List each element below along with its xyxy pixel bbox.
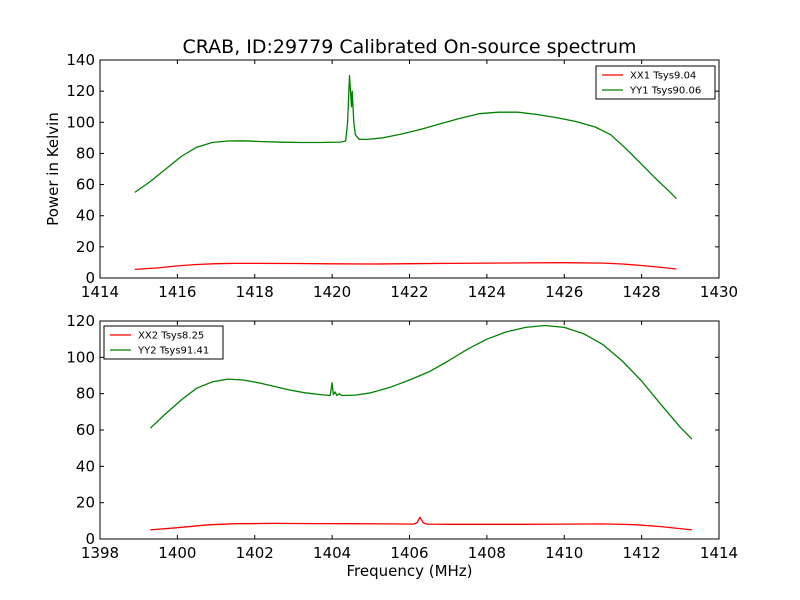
series-line-xx1	[134, 262, 677, 271]
y-tick-label: 120	[66, 82, 95, 100]
y-tick-label: 100	[66, 348, 95, 366]
x-tick-label: 1416	[158, 283, 196, 301]
x-tick-label: 1400	[158, 544, 196, 562]
y-tick-label: 80	[76, 144, 95, 162]
x-tick-label: 1398	[81, 544, 119, 562]
chart-panel-2: 1398 1400 1402 1404 1406 1408 1410 1412 1414 0 20 4…	[66, 312, 738, 580]
x-tick-label: 1414	[81, 283, 119, 301]
y-tick-label: 140	[66, 51, 95, 69]
y-tick-label: 0	[85, 530, 95, 548]
y-tick-label: 80	[76, 385, 95, 403]
legend: XX1 Tsys9.04 YY1 Tsys90.06	[595, 65, 716, 100]
x-tick-label: 1404	[313, 544, 351, 562]
x-tick-label: 1428	[623, 283, 661, 301]
chart-panel-1: 1414 1416 1418 1420 1422 1424 1426 1428 1430 0 20 4…	[44, 36, 738, 301]
x-tick-label: 1414	[700, 544, 738, 562]
x-tick-label: 1418	[236, 283, 274, 301]
y-tick-label: 60	[76, 421, 95, 439]
x-axis-label: Frequency (MHz)	[346, 562, 472, 580]
chart-title: CRAB, ID:29779 Calibrated On-source spec…	[182, 36, 636, 58]
y-tick-label: 20	[76, 238, 95, 256]
legend-box	[103, 325, 224, 360]
x-tick-label: 1412	[623, 544, 661, 562]
legend-label: YY2 Tsys91.41	[137, 346, 209, 357]
legend-box	[595, 65, 716, 100]
y-axis-label: Power in Kelvin	[44, 112, 62, 226]
y-tick-label: 40	[76, 207, 95, 225]
y-tick-label: 40	[76, 457, 95, 475]
x-tick-label: 1406	[390, 544, 428, 562]
x-tick-label: 1402	[236, 544, 274, 562]
series-line-yy1	[134, 74, 677, 200]
y-tick-label: 60	[76, 176, 95, 194]
legend: XX2 Tsys8.25 YY2 Tsys91.41	[103, 325, 224, 360]
x-tick-label: 1424	[468, 283, 506, 301]
y-tick-label: 120	[66, 312, 95, 330]
x-tick-label: 1422	[390, 283, 428, 301]
series-line-yy2	[149, 324, 693, 440]
x-tick-label: 1420	[313, 283, 351, 301]
y-tick-label: 100	[66, 113, 95, 131]
legend-label: YY1 Tsys90.06	[629, 86, 701, 97]
series-line-xx2	[150, 516, 692, 531]
legend-label: XX2 Tsys8.25	[138, 331, 204, 342]
x-tick-label: 1408	[468, 544, 506, 562]
y-tick-label: 0	[85, 269, 95, 287]
x-tick-label: 1410	[545, 544, 583, 562]
x-tick-label: 1430	[700, 283, 738, 301]
y-tick-label: 20	[76, 494, 95, 512]
legend-label: XX1 Tsys9.04	[630, 71, 696, 82]
x-tick-label: 1426	[545, 283, 583, 301]
